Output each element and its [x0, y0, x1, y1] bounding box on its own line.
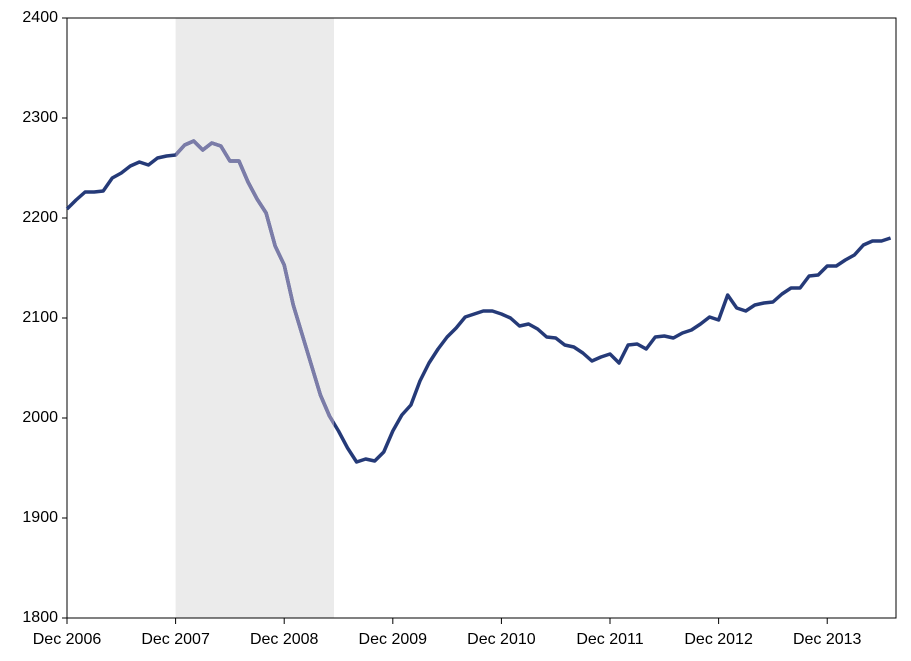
y-tick-label: 2000 — [22, 409, 58, 426]
shaded-line-overlay — [175, 139, 334, 427]
x-tick-label: Dec 2011 — [576, 631, 643, 648]
y-tick-label: 1900 — [22, 509, 58, 526]
shaded-region — [175, 18, 334, 618]
x-tick-label: Dec 2012 — [684, 631, 753, 648]
y-tick-label: 2400 — [22, 9, 58, 26]
y-tick-label: 2300 — [22, 109, 58, 126]
x-tick-label: Dec 2007 — [141, 631, 210, 648]
x-tick-label: Dec 2010 — [467, 631, 536, 648]
x-tick-label: Dec 2009 — [359, 631, 428, 648]
x-tick-label: Dec 2006 — [33, 631, 102, 648]
x-tick-label: Dec 2013 — [793, 631, 862, 648]
y-tick-label: 2200 — [22, 209, 58, 226]
y-tick-label: 2100 — [22, 309, 58, 326]
y-tick-label: 1800 — [22, 609, 58, 626]
x-tick-label: Dec 2008 — [250, 631, 319, 648]
